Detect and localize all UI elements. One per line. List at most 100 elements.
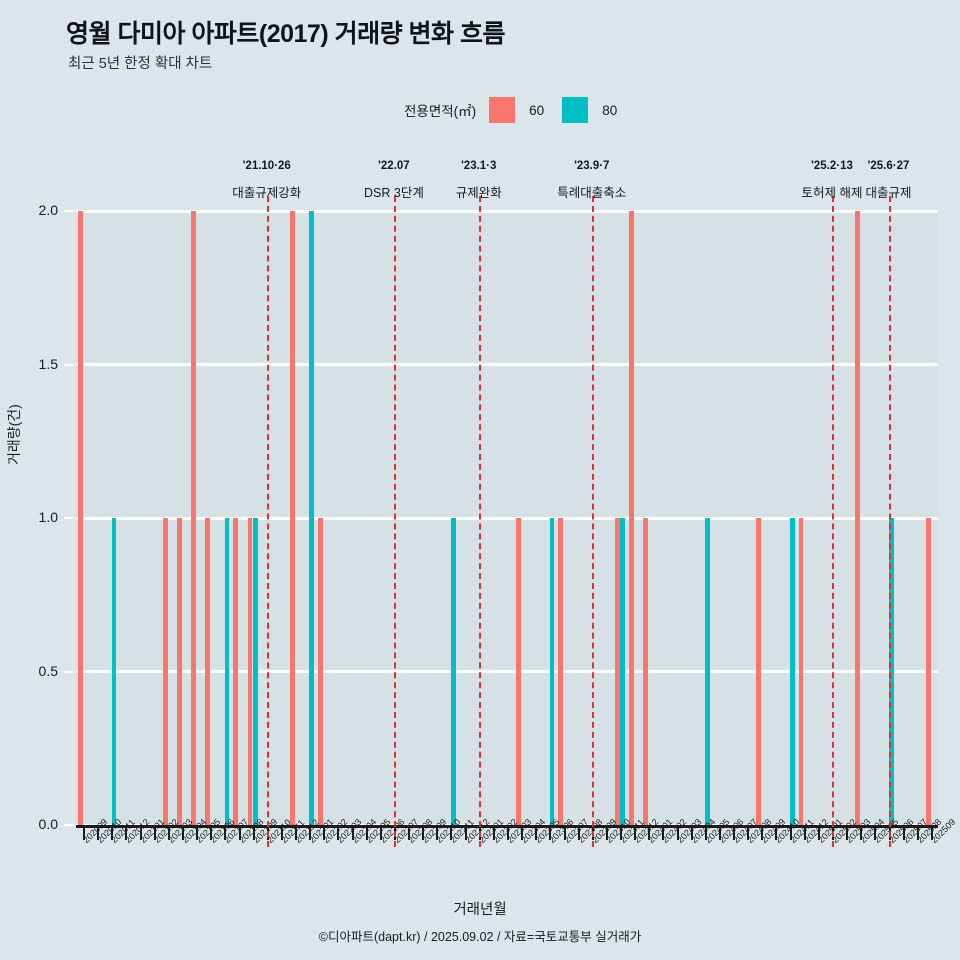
event-name: DSR 3단계 — [364, 186, 424, 200]
x-axis-title: 거래년월 — [453, 902, 507, 918]
x-axis-tick — [379, 828, 382, 840]
event-line — [478, 196, 481, 847]
x-axis-line — [76, 825, 938, 828]
bar — [855, 211, 860, 825]
y-axis-tick — [64, 517, 74, 519]
bar — [558, 518, 564, 825]
x-axis-tick — [803, 828, 806, 840]
x-axis-tick — [450, 828, 453, 840]
event-date: '25.2·13 — [811, 160, 853, 172]
x-axis-tick — [323, 828, 326, 840]
gridline — [76, 363, 938, 366]
event-date: '21.10·26 — [242, 160, 291, 172]
x-axis-tick — [224, 828, 227, 840]
x-axis-tick — [747, 828, 750, 840]
event-line — [888, 196, 891, 847]
y-axis-tick — [64, 363, 74, 366]
y-axis-label: 1.5 — [38, 355, 58, 372]
x-axis-tick — [139, 828, 142, 840]
bar — [756, 518, 762, 825]
bar — [224, 518, 230, 825]
x-axis-tick — [507, 828, 509, 840]
legend-label-60: 60 — [529, 102, 545, 118]
x-axis-tick — [167, 828, 170, 840]
x-axis-tick — [295, 828, 298, 840]
x-axis-tick — [351, 828, 354, 840]
event-name: 특례대출축소 — [557, 186, 627, 200]
bar — [318, 518, 323, 825]
x-axis-tick — [860, 828, 863, 840]
x-axis-tick — [365, 828, 368, 840]
x-axis-tick — [238, 828, 241, 840]
x-axis-tick — [704, 828, 707, 840]
bar — [798, 518, 804, 825]
gridline — [76, 516, 938, 520]
x-axis-tick — [733, 828, 736, 840]
bar — [705, 518, 710, 825]
event-line — [266, 196, 269, 847]
x-axis-tick — [902, 828, 905, 840]
x-axis-tick — [549, 828, 552, 840]
y-axis-tick — [64, 210, 74, 212]
x-axis-tick — [436, 828, 439, 840]
x-axis-tick — [789, 828, 792, 840]
bar — [111, 518, 117, 825]
x-axis-tick — [620, 828, 623, 840]
x-axis-tick — [662, 828, 665, 840]
bar — [620, 518, 626, 825]
x-axis-tick — [309, 828, 312, 840]
x-axis-tick — [111, 828, 114, 840]
bar — [191, 211, 196, 825]
y-axis-label: 0.5 — [38, 662, 58, 679]
y-axis-tick — [64, 670, 74, 673]
event-date: '22.07 — [378, 160, 410, 172]
x-axis-tick — [535, 828, 538, 840]
event-line — [832, 196, 835, 847]
x-axis-tick — [210, 828, 213, 840]
footer-credit: ©디아파트(dapt.kr) / 2025.09.02 / 자료=국토교통부 실… — [318, 930, 642, 944]
x-axis-tick — [97, 828, 100, 840]
x-axis-tick — [916, 828, 919, 840]
bar — [629, 211, 634, 825]
x-axis-tick — [690, 828, 693, 840]
y-axis-label: 2.0 — [38, 202, 58, 218]
bar — [450, 518, 456, 825]
bar — [309, 211, 315, 825]
bar — [615, 518, 620, 825]
event-line — [591, 196, 594, 847]
page-subtitle: 최근 5년 한정 확대 차트 — [68, 56, 213, 72]
event-line — [393, 196, 396, 847]
x-axis-tick — [153, 828, 156, 840]
bar — [289, 211, 295, 825]
bar — [247, 518, 253, 825]
bar — [205, 518, 210, 825]
x-axis-tick — [83, 828, 86, 840]
event-name: 대출규제 — [865, 186, 912, 200]
x-axis-tick — [181, 828, 184, 840]
x-axis-tick — [521, 828, 524, 840]
x-axis-tick — [775, 828, 778, 840]
bar — [925, 518, 931, 825]
bar — [789, 518, 795, 825]
x-axis-tick — [464, 828, 467, 840]
plot-area — [76, 209, 938, 827]
bar — [252, 518, 258, 825]
x-axis-tick — [874, 828, 877, 840]
bar — [516, 518, 521, 825]
x-axis-tick — [125, 828, 128, 840]
chart-legend: 전용면적(㎡) 60 80 — [404, 97, 635, 123]
x-axis-tick — [280, 828, 283, 840]
event-date: '23.1·3 — [461, 160, 497, 172]
x-axis-tick — [605, 828, 608, 840]
event-name: 대출규제강화 — [232, 186, 302, 200]
legend-swatch-60 — [489, 97, 516, 123]
x-axis-tick — [676, 828, 679, 840]
bar — [888, 518, 894, 825]
event-date: '25.6·27 — [867, 160, 910, 172]
gridline — [76, 209, 938, 213]
legend-label-80: 80 — [602, 102, 618, 118]
bar — [233, 518, 239, 825]
x-axis-tick — [422, 828, 425, 840]
bar — [78, 211, 83, 825]
